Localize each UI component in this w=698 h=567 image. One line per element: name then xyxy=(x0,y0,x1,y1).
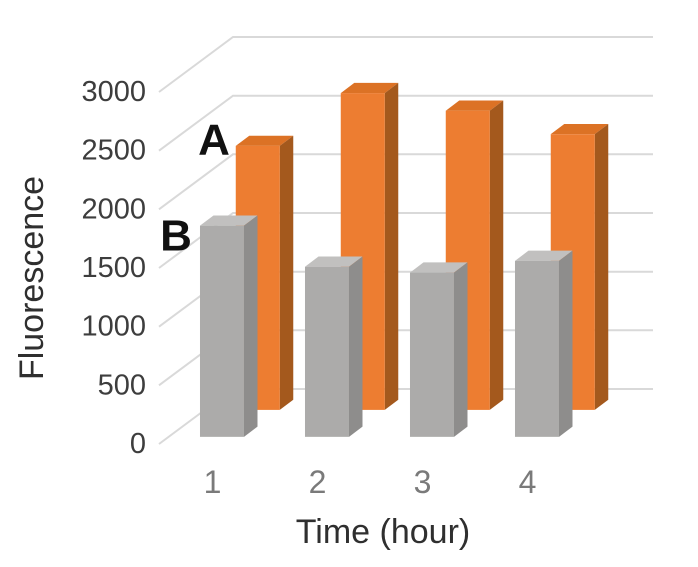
ytick-label-2000: 2000 xyxy=(81,193,146,225)
category-label-4: 4 xyxy=(519,464,537,500)
bar-front-face xyxy=(409,272,454,437)
bar-A-cat-3 xyxy=(445,100,504,410)
bar-front-face xyxy=(514,260,559,437)
category-label-3: 3 xyxy=(414,464,432,500)
bar-front-face xyxy=(199,225,244,437)
bar-B-cat-4 xyxy=(514,250,573,437)
bar-B-cat-1 xyxy=(199,215,258,437)
ytick-label-0: 0 xyxy=(130,428,146,460)
bar-top-face xyxy=(445,100,504,111)
bar-side-face xyxy=(243,215,258,437)
series-b-label: B xyxy=(160,212,192,261)
bar-top-face xyxy=(304,256,363,267)
category-label-1: 1 xyxy=(204,464,222,500)
gridline-3000 xyxy=(158,36,653,93)
bars xyxy=(199,82,609,437)
bar-side-face xyxy=(348,256,363,437)
bar-B-cat-3 xyxy=(409,262,468,437)
bar-top-face xyxy=(235,135,294,146)
x-axis-category-labels: 1 2 3 4 xyxy=(204,464,537,500)
gridline-1500 xyxy=(158,212,653,269)
ytick-label-3000: 3000 xyxy=(81,76,146,108)
bar-side-face xyxy=(489,100,504,410)
bar-front-face xyxy=(304,266,349,437)
bar-top-face xyxy=(340,82,399,94)
gridline-2000 xyxy=(158,153,653,211)
bar-top-face xyxy=(514,250,573,261)
bar-top-face xyxy=(550,123,609,135)
ytick-label-1500: 1500 xyxy=(81,252,146,284)
x-axis-title: Time (hour) xyxy=(296,513,470,551)
bar-side-face xyxy=(384,82,399,410)
ytick-label-2500: 2500 xyxy=(81,135,146,167)
ytick-label-1000: 1000 xyxy=(81,311,146,343)
y-axis-tick-labels: 0 500 1000 1500 2000 2500 3000 xyxy=(81,76,146,460)
ytick-label-500: 500 xyxy=(98,369,146,401)
bar-side-face xyxy=(279,135,294,410)
gridline-2500 xyxy=(158,94,653,152)
bar-top-face xyxy=(199,215,258,226)
bar-top-face xyxy=(409,262,468,273)
category-label-2: 2 xyxy=(309,464,327,500)
y-axis-title: Fluorescence xyxy=(13,176,51,380)
bar-side-face xyxy=(453,262,468,437)
bar-side-face xyxy=(594,123,609,410)
bar-side-face xyxy=(558,250,573,437)
bar-B-cat-2 xyxy=(304,256,363,437)
series-a-label: A xyxy=(198,116,230,165)
